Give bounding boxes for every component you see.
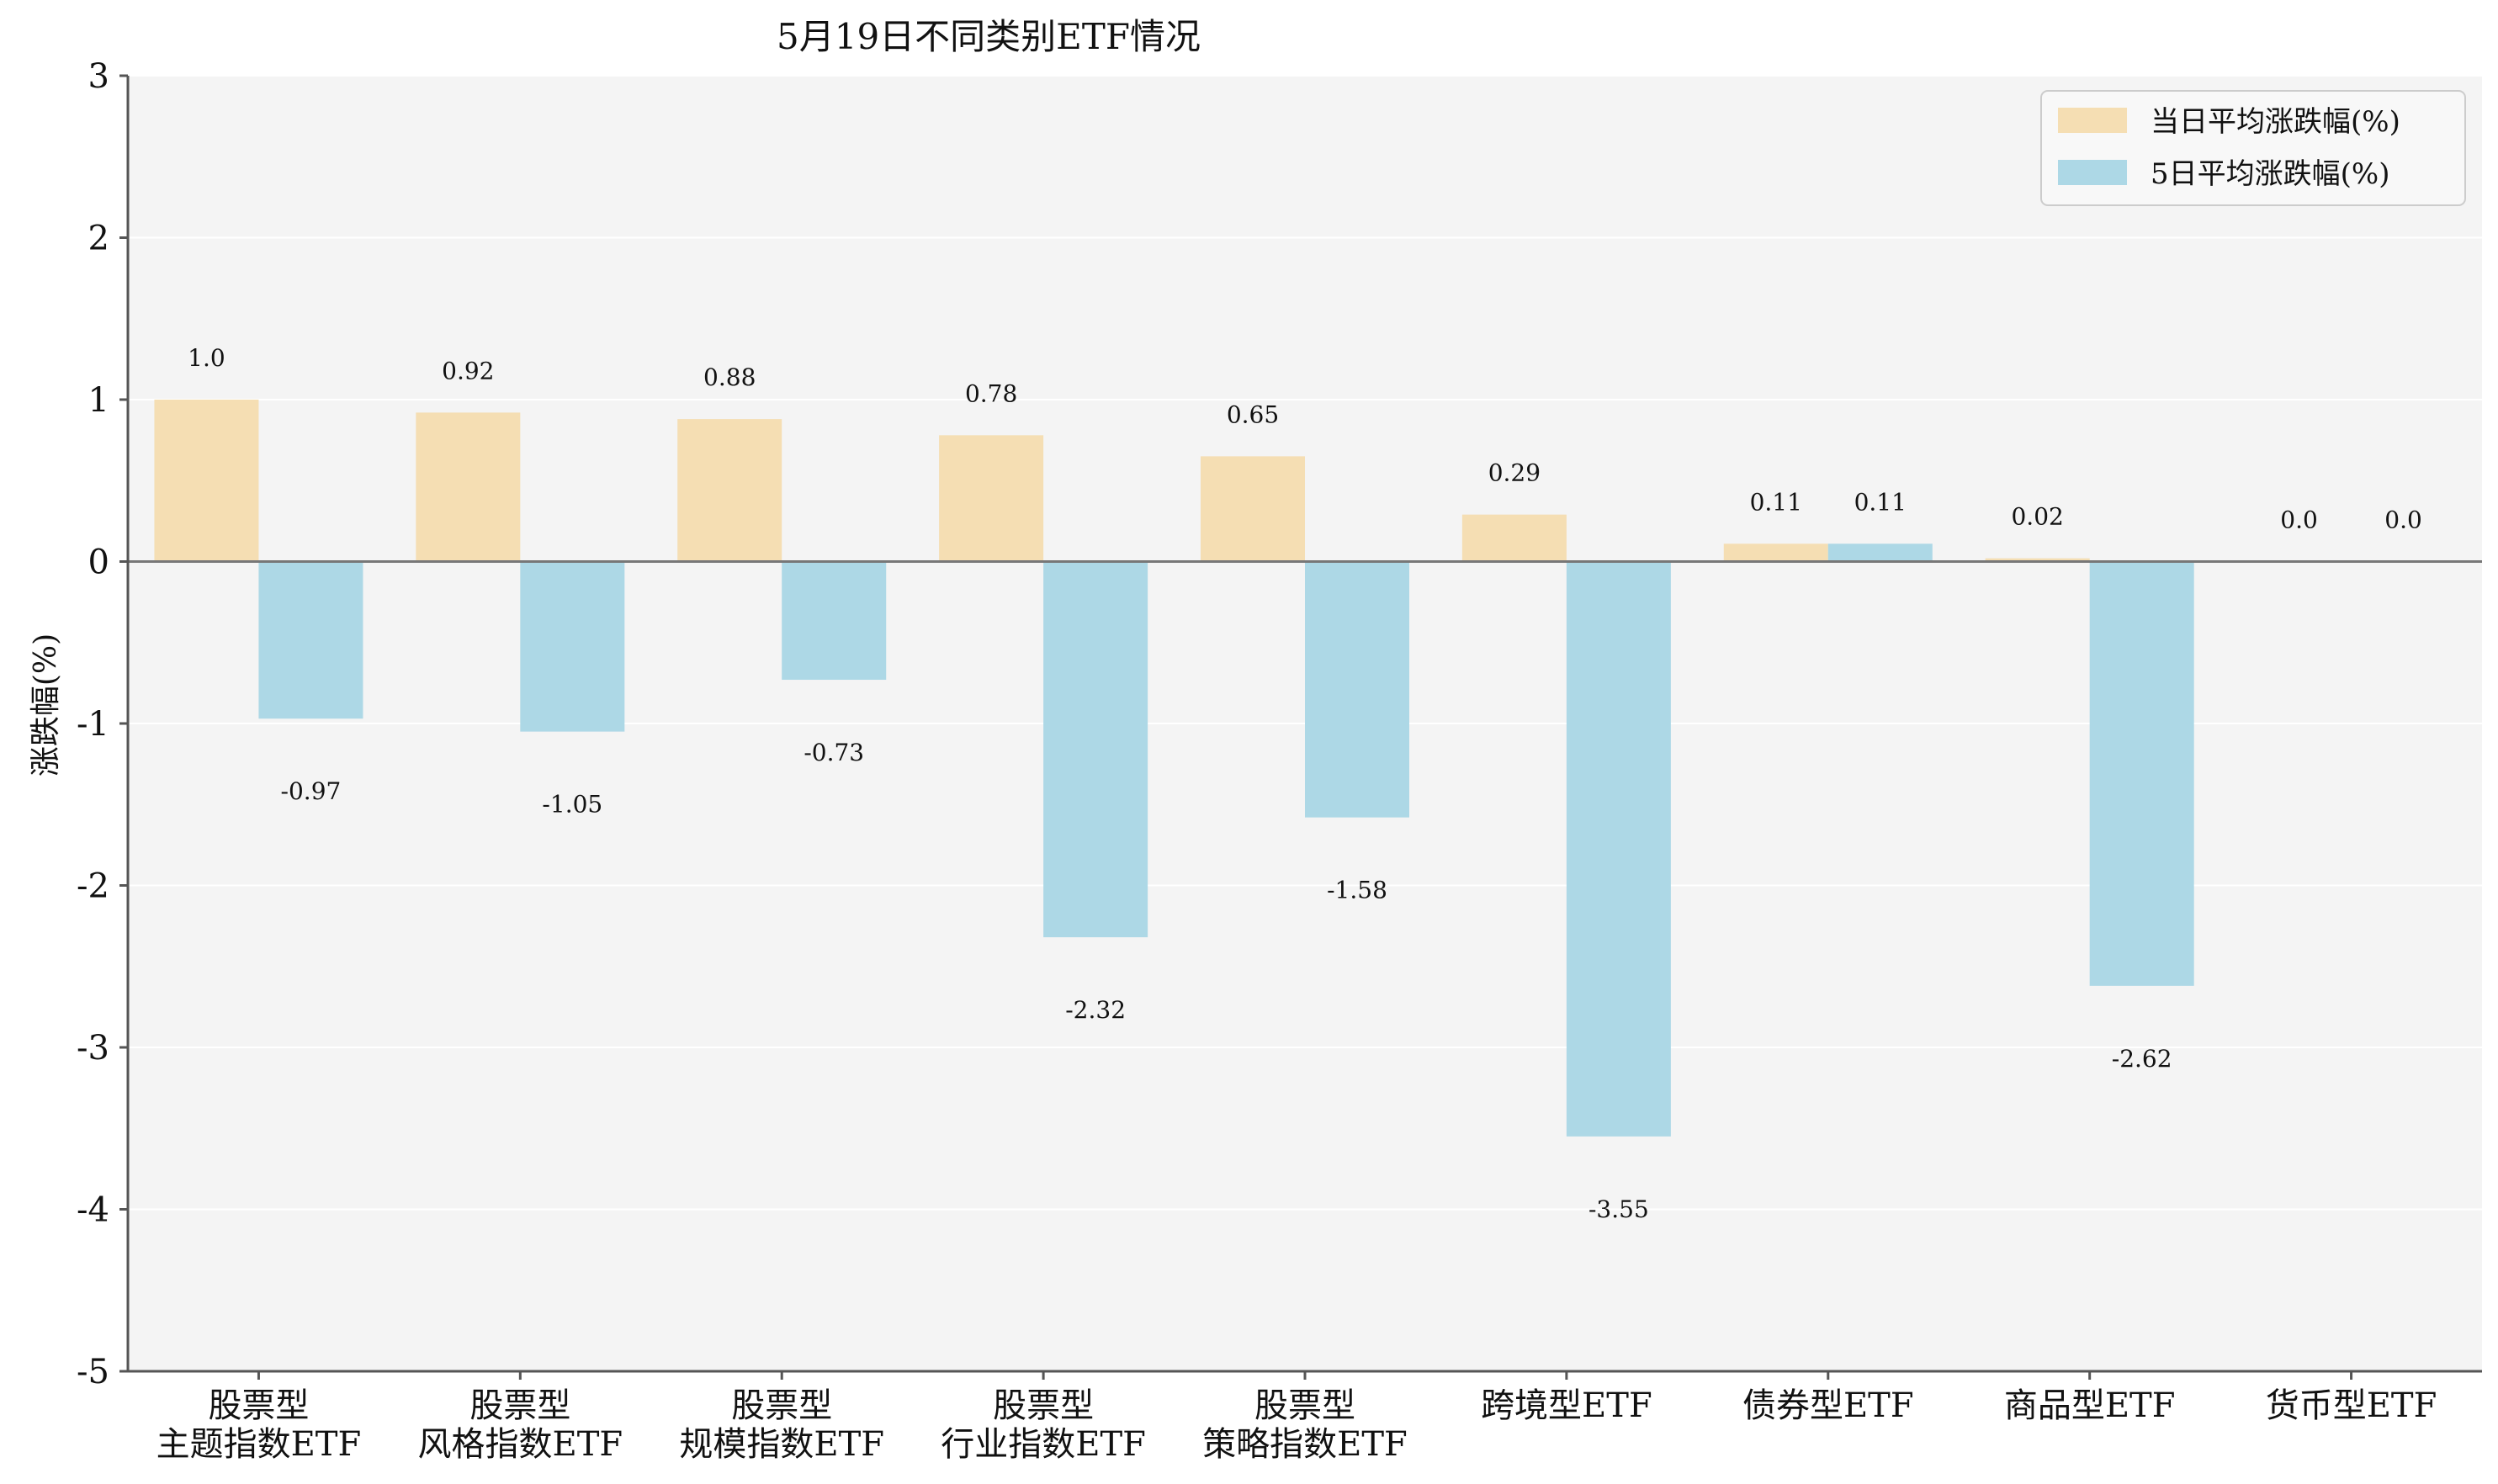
- chart-title: 5月19日不同类别ETF情况: [777, 16, 1201, 57]
- data-label: 0.65: [1227, 400, 1279, 428]
- data-label: 0.11: [1750, 488, 1802, 516]
- bar-five-day: [1827, 543, 1933, 562]
- y-tick-label: -2: [77, 867, 109, 906]
- y-tick-label: 3: [88, 57, 109, 96]
- bar-daily: [1201, 456, 1305, 562]
- data-label: -1.58: [1327, 877, 1387, 904]
- x-tick-label: 股票型: [469, 1386, 570, 1425]
- y-tick-label: 0: [88, 543, 109, 582]
- bar-five-day: [258, 561, 363, 719]
- bar-five-day: [1043, 561, 1148, 938]
- bar-five-day: [1305, 561, 1409, 818]
- legend-box: [2040, 90, 2466, 206]
- legend-swatch: [2058, 108, 2127, 133]
- bar-daily: [939, 435, 1044, 562]
- data-label: -3.55: [1588, 1195, 1649, 1223]
- data-label: 0.88: [703, 363, 756, 391]
- data-label: -2.62: [2112, 1045, 2172, 1073]
- bar-daily: [677, 419, 782, 562]
- x-tick-label: 股票型: [993, 1386, 1094, 1425]
- y-tick-label: -4: [77, 1191, 109, 1230]
- x-tick-label: 货币型ETF: [2266, 1386, 2437, 1425]
- bar-daily: [154, 400, 259, 562]
- y-tick-label: 2: [88, 220, 109, 258]
- bar-five-day: [1566, 561, 1671, 1137]
- x-tick-label: 跨境型ETF: [1481, 1386, 1652, 1425]
- data-label: -0.73: [803, 739, 864, 766]
- data-label: 0.92: [442, 357, 494, 384]
- x-tick-label: 债券型ETF: [1742, 1386, 1914, 1425]
- bar-five-day: [782, 561, 887, 681]
- bar-daily: [1723, 543, 1828, 562]
- bar-daily: [1985, 558, 2090, 562]
- y-tick-label: 1: [88, 381, 109, 420]
- x-tick-label: 行业指数ETF: [941, 1425, 1146, 1464]
- data-label: 1.0: [188, 344, 225, 372]
- data-label: 0.02: [2011, 503, 2063, 531]
- y-tick-label: -1: [77, 705, 109, 744]
- x-tick-label: 主题指数ETF: [156, 1425, 362, 1464]
- data-label: 0.0: [2384, 506, 2422, 534]
- bar-five-day: [2089, 561, 2194, 986]
- x-tick-label: 股票型: [1254, 1386, 1355, 1425]
- bar-daily: [1461, 514, 1567, 562]
- legend-label: 当日平均涨跌幅(%): [2151, 105, 2400, 139]
- x-tick-label: 商品型ETF: [2004, 1386, 2176, 1425]
- data-label: 0.0: [2280, 506, 2318, 534]
- x-tick-label: 股票型: [208, 1386, 309, 1425]
- data-label: 0.11: [1854, 488, 1907, 516]
- data-label: 0.78: [965, 379, 1017, 407]
- x-tick-label: 风格指数ETF: [418, 1425, 623, 1464]
- data-label: 0.29: [1488, 459, 1541, 487]
- plot-area: 1.0 0.92 0.880.780.650.290.110.02 0.0-0.97-…: [77, 57, 2482, 1464]
- bar-daily: [416, 412, 521, 562]
- data-label: -0.97: [281, 777, 342, 805]
- y-tick-label: -3: [77, 1029, 109, 1068]
- y-tick-label: -5: [77, 1353, 109, 1391]
- data-label: -1.05: [542, 791, 602, 819]
- x-tick-label: 策略指数ETF: [1202, 1425, 1408, 1464]
- y-axis-label: 涨跌幅(%): [29, 633, 63, 776]
- legend-label: 5日平均涨跌幅(%): [2151, 157, 2389, 191]
- bar-five-day: [520, 561, 625, 732]
- x-tick-label: 股票型: [731, 1386, 832, 1425]
- legend-swatch: [2058, 160, 2127, 185]
- data-label: -2.32: [1065, 996, 1126, 1024]
- x-tick-label: 规模指数ETF: [679, 1425, 884, 1464]
